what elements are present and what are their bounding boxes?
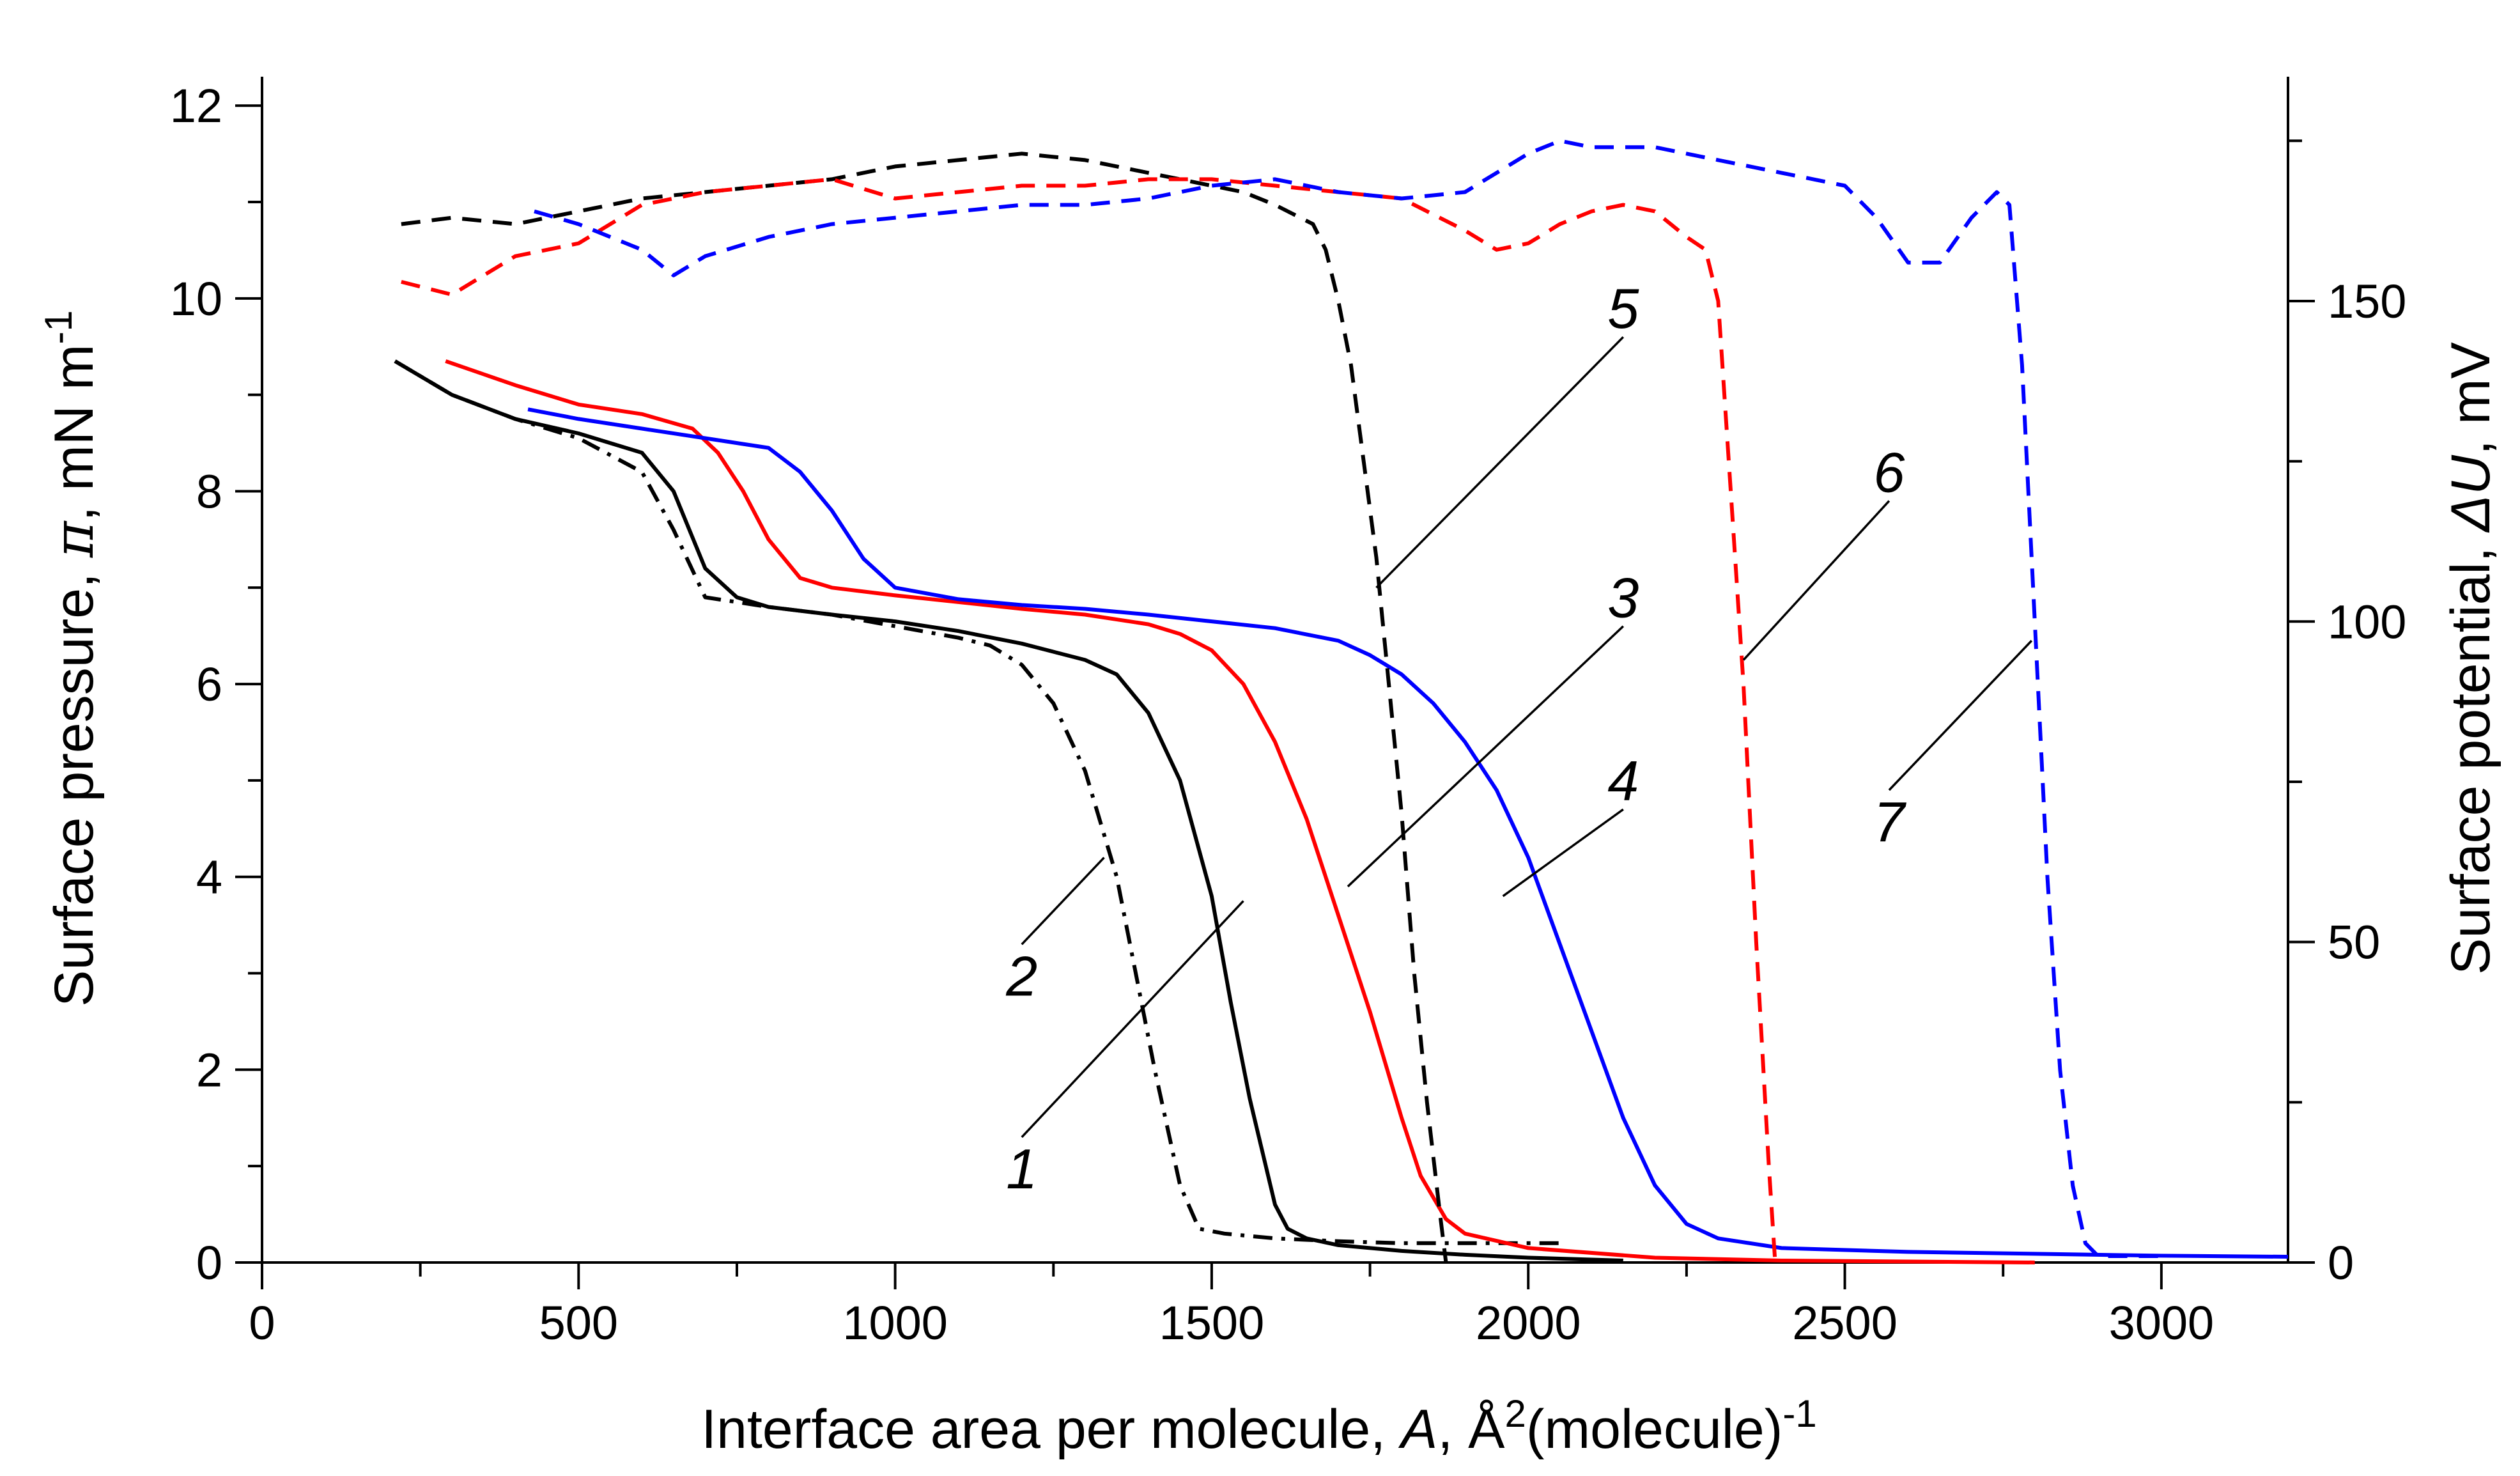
series-2-line xyxy=(394,359,1560,1245)
right-y-tick-label: 150 xyxy=(2328,275,2406,328)
left-y-tick-label: 12 xyxy=(170,79,222,132)
series-6-line xyxy=(401,177,1777,1263)
left-y-tick-label: 2 xyxy=(196,1043,222,1096)
series-3-line xyxy=(445,359,2035,1264)
x-tick-label: 2000 xyxy=(1476,1296,1581,1349)
x-tick-label: 1500 xyxy=(1159,1296,1265,1349)
right-y-tick-label: 0 xyxy=(2328,1236,2354,1289)
right-y-tick-label: 100 xyxy=(2328,595,2406,648)
leader-line-3 xyxy=(1347,625,1625,888)
curve-label-1: 1 xyxy=(1006,1137,1037,1200)
series-4-line xyxy=(527,407,2289,1259)
leader-line-7 xyxy=(1888,640,2033,791)
right-y-axis-title: Surface potential, ΔU, mV xyxy=(2440,342,2501,975)
curve-label-3: 3 xyxy=(1607,566,1639,630)
curve-label-7: 7 xyxy=(1873,790,1906,853)
series-5-line xyxy=(401,151,1448,1263)
x-tick-label: 3000 xyxy=(2109,1296,2215,1349)
leader-line-2 xyxy=(1021,857,1105,945)
left-y-tick-label: 8 xyxy=(196,465,222,518)
curve-label-5: 5 xyxy=(1607,277,1639,340)
curve-label-2: 2 xyxy=(1005,944,1037,1007)
x-tick-label: 500 xyxy=(539,1296,618,1349)
series-7-line xyxy=(534,139,2161,1258)
left-y-tick-label: 0 xyxy=(196,1236,222,1289)
leader-line-4 xyxy=(1502,808,1624,897)
x-tick-label: 1000 xyxy=(842,1296,948,1349)
right-y-tick-label: 50 xyxy=(2328,916,2380,969)
left-y-tick-label: 10 xyxy=(170,272,222,325)
curve-label-6: 6 xyxy=(1873,441,1905,504)
left-y-tick-label: 4 xyxy=(196,851,222,904)
curve-label-4: 4 xyxy=(1607,749,1639,812)
x-tick-label: 0 xyxy=(249,1296,275,1349)
x-axis-title: Interface area per molecule, A, Å2(molec… xyxy=(701,1392,1816,1461)
leader-line-1 xyxy=(1021,900,1244,1138)
series-1-line xyxy=(394,359,1623,1262)
leader-line-6 xyxy=(1742,500,1890,661)
leader-line-5 xyxy=(1375,336,1625,589)
axes: 0 500 1000 1500 2000 2500 30000246810120501001… xyxy=(170,77,2406,1349)
series-layer xyxy=(394,139,2289,1264)
x-tick-label: 2500 xyxy=(1792,1296,1898,1349)
left-y-axis-title: Surface pressure, π, mN m-1 xyxy=(37,310,107,1007)
annotation-layer: 1 2 3 4 5 6 7 xyxy=(1005,277,2033,1200)
left-y-tick-label: 6 xyxy=(196,658,222,711)
